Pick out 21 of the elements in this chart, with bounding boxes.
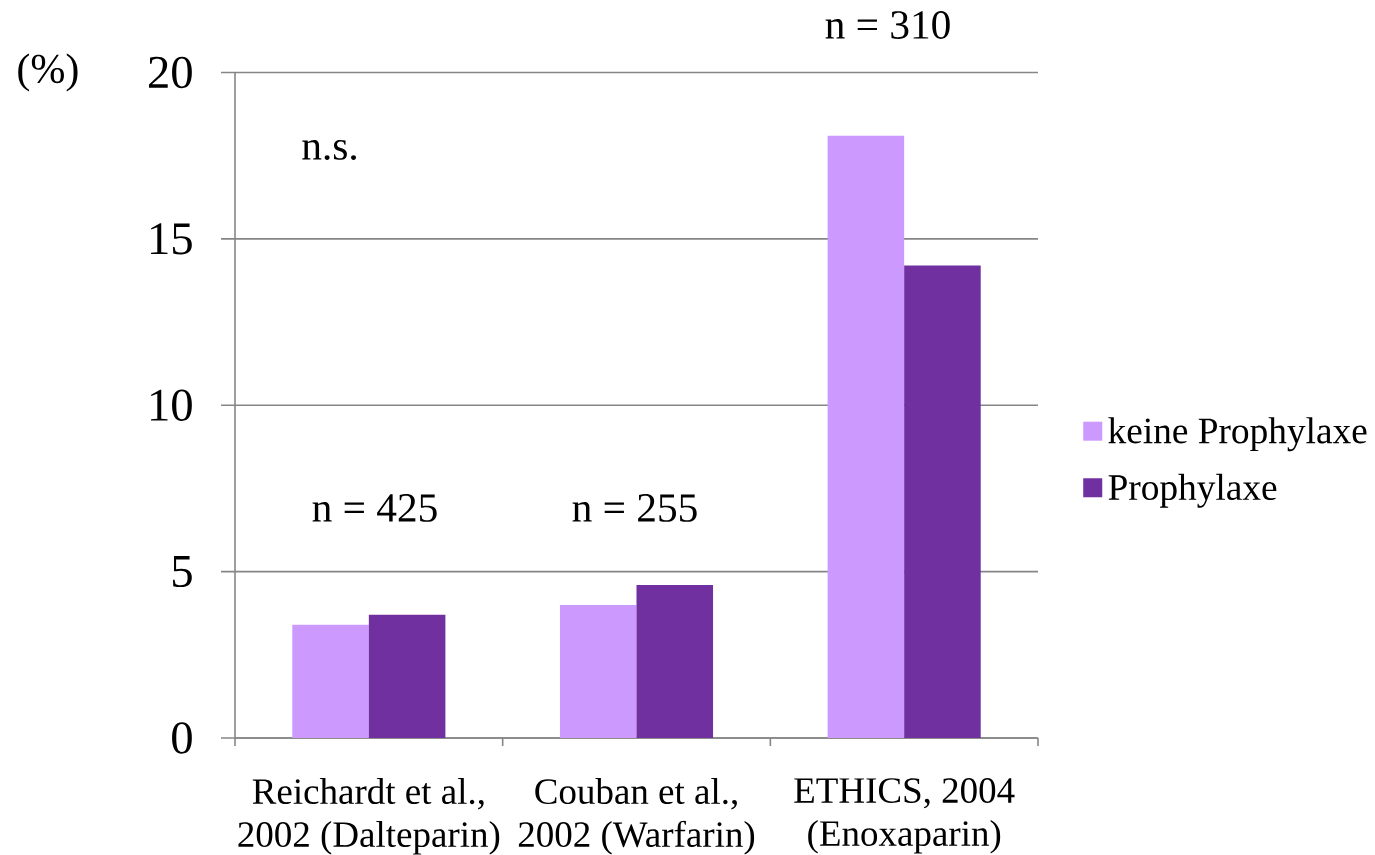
y-tick-label: 10 — [151, 389, 192, 421]
annotation: n.s. — [302, 139, 356, 161]
bar — [904, 265, 981, 738]
bar — [827, 135, 905, 738]
bar — [559, 604, 637, 738]
legend-label: Prophylaxe — [1108, 473, 1277, 508]
y-tick-label: 15 — [151, 223, 192, 255]
x-tick-label: Couban et al., 2002 (Warfarin) — [518, 778, 755, 855]
y-tick-label: 0 — [172, 722, 192, 754]
bar — [368, 614, 446, 738]
legend-label: keine Prophylaxe — [1108, 417, 1367, 452]
bar — [636, 584, 714, 738]
annotation: n = 255 — [572, 494, 697, 522]
annotation: n = 425 — [312, 494, 437, 522]
y-tick-label: 5 — [173, 556, 192, 588]
text: n = 310 — [825, 11, 950, 39]
x-tick-label: ETHICS, 2004 (Enoxaparin) — [794, 778, 1015, 854]
x-tick-label: Reichardt et al., 2002 (Dalteparin) — [238, 778, 500, 855]
y-axis-title: (%) — [18, 53, 78, 92]
y-tick-label: 20 — [149, 56, 192, 89]
bar — [292, 624, 369, 738]
